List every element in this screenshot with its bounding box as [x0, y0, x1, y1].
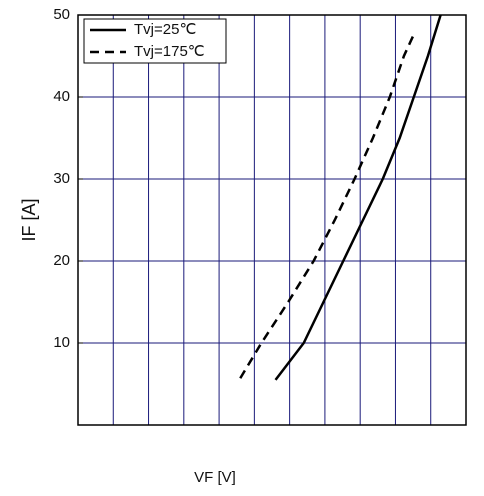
y-axis-label: IF [A]	[19, 198, 39, 241]
y-tick-label: 30	[53, 170, 70, 187]
y-tick-label: 10	[53, 334, 70, 351]
series-line	[239, 30, 417, 379]
y-tick-label: 20	[53, 252, 70, 269]
y-tick-label: 40	[53, 88, 70, 105]
legend-label: Tvj=175℃	[134, 43, 205, 60]
legend-box	[83, 18, 227, 64]
legend-label: Tvj=25℃	[134, 21, 196, 38]
series-line	[274, 14, 442, 381]
y-tick-label: 50	[53, 6, 70, 23]
x-axis-label: VF [V]	[194, 469, 236, 486]
plot-frame	[77, 14, 467, 426]
